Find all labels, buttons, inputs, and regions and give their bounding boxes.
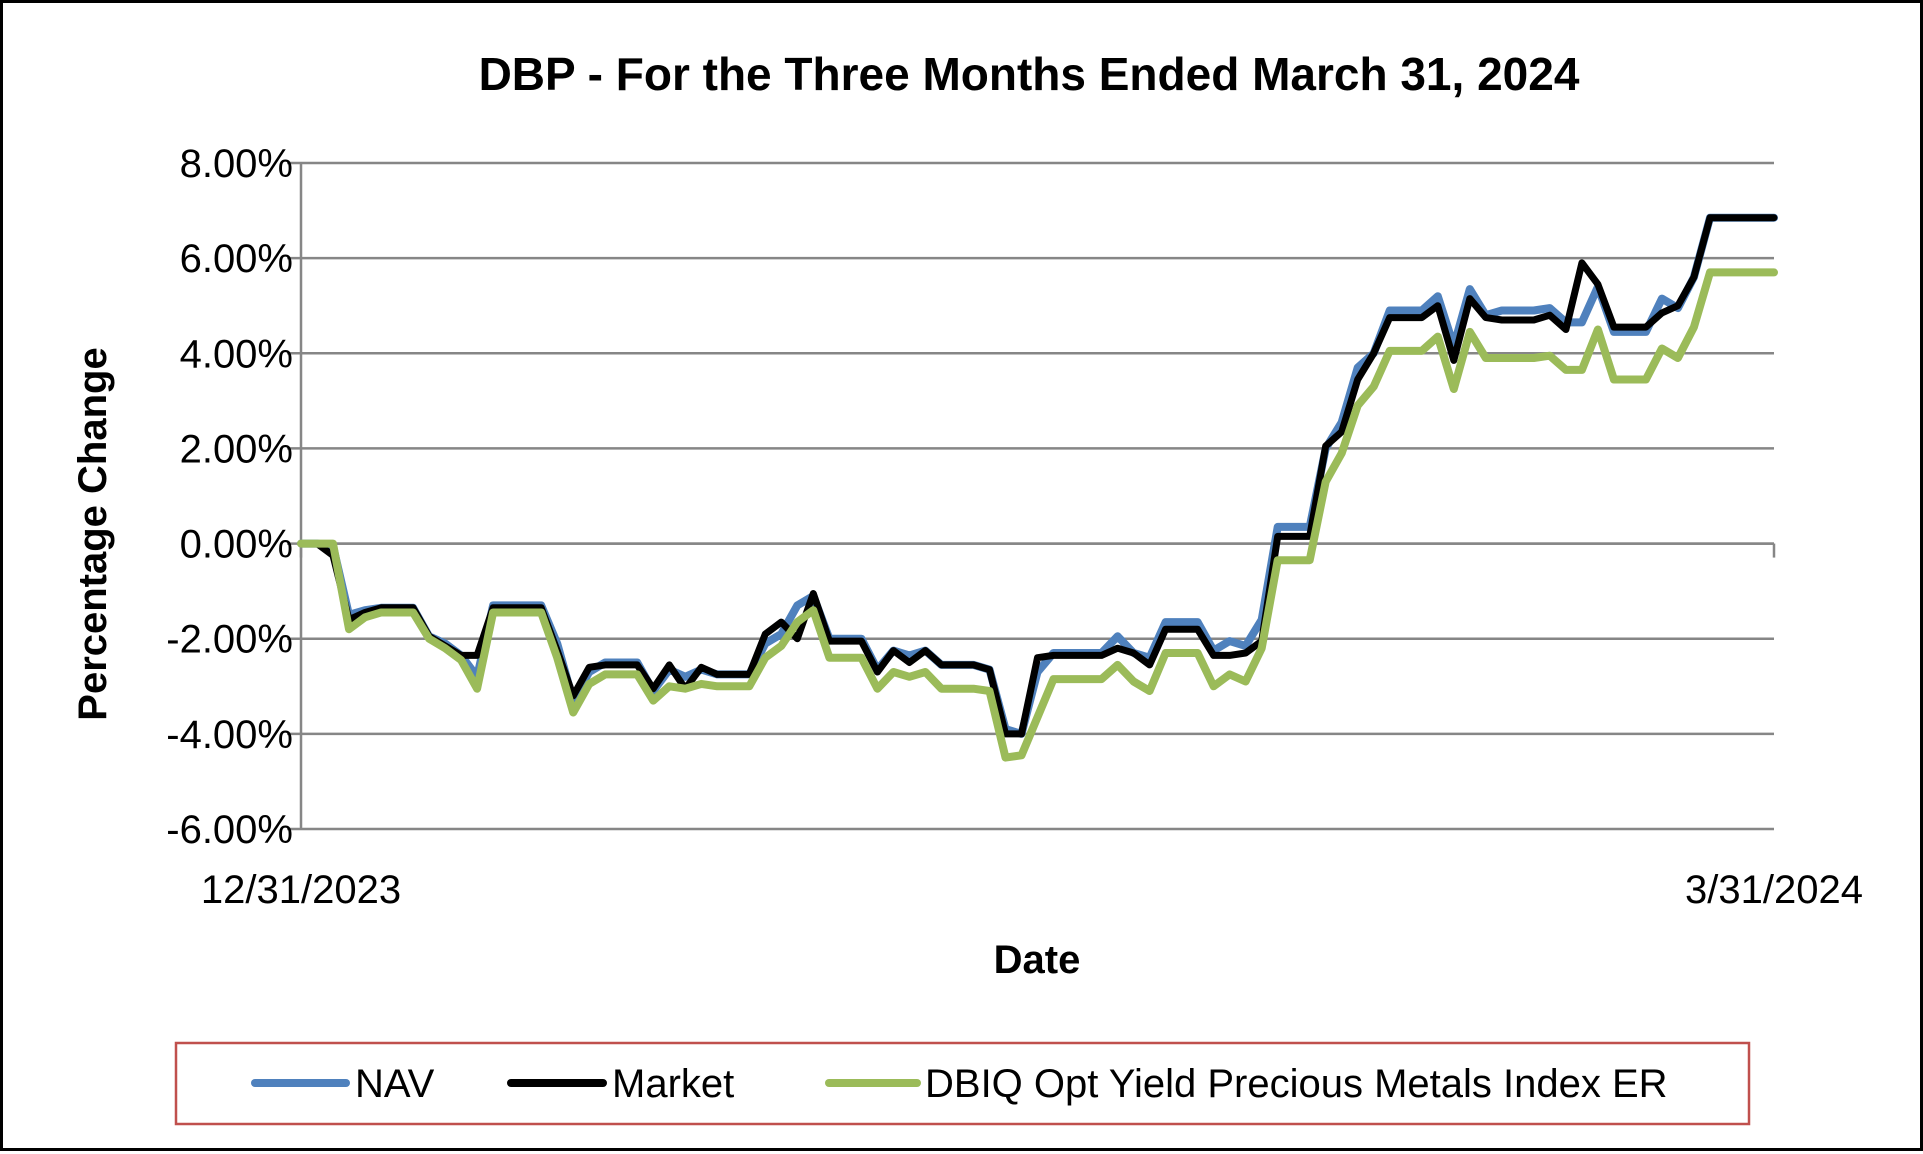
y-tick-label: -2.00%	[166, 618, 293, 662]
legend-label: DBIQ Opt Yield Precious Metals Index ER	[925, 1062, 1668, 1106]
legend-box	[174, 1041, 1751, 1126]
y-tick-label: 4.00%	[180, 332, 293, 376]
y-tick-label: -6.00%	[166, 808, 293, 852]
y-tick-label: 8.00%	[180, 142, 293, 186]
x-tick-label: 3/31/2024	[1685, 868, 1863, 912]
y-axis-title: Percentage Change	[71, 347, 115, 720]
y-tick-label: -4.00%	[166, 713, 293, 757]
axes	[299, 163, 1776, 829]
y-tick-label: 0.00%	[180, 523, 293, 567]
chart-title: DBP - For the Three Months Ended March 3…	[479, 48, 1580, 100]
series-lines	[297, 213, 1778, 762]
x-axis-tick-labels: 12/31/2023 3/31/2024	[201, 868, 1863, 912]
series-line-market	[297, 214, 1778, 738]
legend-label: Market	[612, 1062, 734, 1106]
legend: NAV Market DBIQ Opt Yield Precious Metals …	[174, 1041, 1751, 1126]
y-tick-label: 2.00%	[180, 427, 293, 471]
y-axis-tick-labels: 8.00% 6.00% 4.00% 2.00% 0.00% -2.00% -4.00% -6.…	[166, 142, 293, 852]
legend-label: NAV	[355, 1062, 435, 1106]
line-chart: DBP - For the Three Months Ended March 3…	[71, 48, 1863, 1126]
series-line-index	[297, 268, 1778, 762]
x-axis-title: Date	[994, 938, 1081, 982]
y-tick-label: 6.00%	[180, 237, 293, 281]
x-tick-label: 12/31/2023	[201, 868, 401, 912]
